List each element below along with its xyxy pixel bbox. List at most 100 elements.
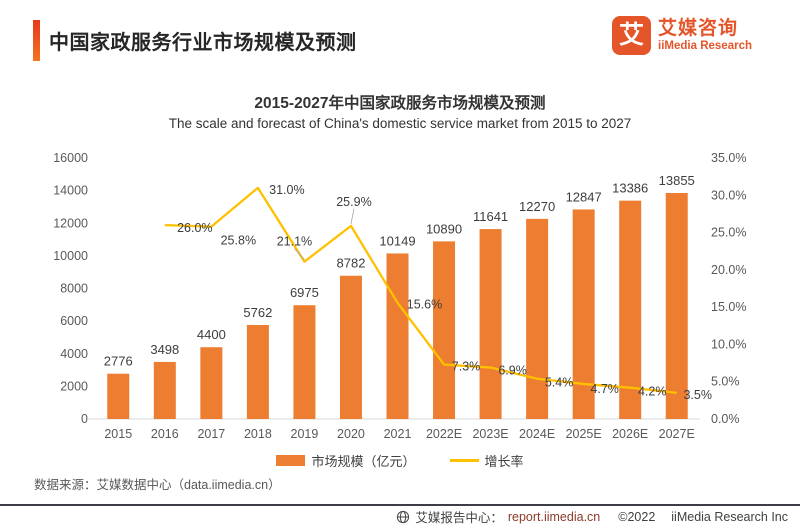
svg-text:5762: 5762 [243,305,272,320]
svg-text:25.0%: 25.0% [711,226,746,240]
svg-text:5.4%: 5.4% [545,376,574,390]
bar-2021 [386,253,409,419]
svg-text:2019: 2019 [291,427,319,441]
svg-text:3498: 3498 [150,342,179,357]
chart-title: 2015-2027年中国家政服务市场规模及预测 [254,95,546,112]
svg-text:2015: 2015 [104,427,132,441]
svg-text:13386: 13386 [612,181,648,196]
svg-text:35.0%: 35.0% [711,151,746,165]
svg-text:0: 0 [81,412,88,426]
iimedia-logo: 艾 艾媒咨询 iiMedia Research [612,16,752,55]
footer-report-label: 艾媒报告中心： [415,511,503,525]
bar-2015 [107,373,130,419]
svg-text:2016: 2016 [151,427,179,441]
svg-text:2017: 2017 [197,427,225,441]
svg-text:6000: 6000 [60,314,88,328]
svg-text:10.0%: 10.0% [711,337,746,351]
svg-text:2025E: 2025E [566,427,602,441]
svg-text:10000: 10000 [53,249,88,263]
bar-2026E [619,200,642,419]
bar-2020 [339,275,362,419]
svg-text:20.0%: 20.0% [711,263,746,277]
footer-bar: 艾媒报告中心： report.iimedia.cn ©2022 iiMedia … [396,507,788,526]
growth-line-series [164,186,677,395]
svg-text:12270: 12270 [519,199,555,214]
svg-text:15.6%: 15.6% [407,298,442,312]
svg-text:4.2%: 4.2% [638,385,667,399]
svg-text:3.5%: 3.5% [683,388,712,402]
svg-text:12847: 12847 [566,189,602,204]
x-axis-category-labels: 2015 2016 2017 2018 2019 2020 2021 2022E 2023E 20… [104,427,694,441]
market-scale-chart: 0 2000 4000 6000 8000 10000 12000 14000 16000 0.0… [53,151,746,441]
svg-text:2021: 2021 [384,427,412,441]
svg-text:15.0%: 15.0% [711,300,746,314]
svg-text:10149: 10149 [379,233,415,248]
svg-text:0.0%: 0.0% [711,412,740,426]
bar-series [107,192,688,419]
page-header: 中国家政服务行业市场规模及预测 艾 艾媒咨询 iiMedia Research [33,16,770,64]
svg-text:7.3%: 7.3% [452,360,481,374]
svg-text:10890: 10890 [426,221,462,236]
svg-text:13855: 13855 [659,173,695,188]
bar-2023E [479,229,502,419]
svg-text:25.8%: 25.8% [221,234,256,248]
svg-text:31.0%: 31.0% [269,183,304,197]
logo-name-cn: 艾媒咨询 [658,17,739,39]
svg-text:6.9%: 6.9% [498,364,527,378]
svg-text:8000: 8000 [60,282,88,296]
bar-2027E [665,192,688,419]
svg-text:21.1%: 21.1% [277,235,312,249]
bar-2018 [246,325,269,419]
bar-series-swatch [276,455,306,466]
bar-2025E [572,209,595,419]
chart-subtitle: The scale and forecast of China's domest… [168,116,632,131]
chart-legend: 市场规模（亿元） 增长率 [0,451,800,470]
globe-icon [396,510,410,524]
svg-text:2776: 2776 [104,354,133,369]
bar-2019 [293,305,316,419]
svg-text:4.7%: 4.7% [590,382,619,396]
footer-company: iiMedia Research Inc [671,509,788,524]
axis-tick-labels: 0 2000 4000 6000 8000 10000 12000 14000 16000 0.0… [53,151,746,426]
svg-text:2026E: 2026E [612,427,648,441]
legend-item-growth-rate: 增长率 [449,451,524,470]
footer-divider [0,504,800,506]
footer-copyright: ©2022 [618,509,656,524]
svg-text:5.0%: 5.0% [711,375,740,389]
legend-item-market-scale: 市场规模（亿元） [276,451,416,470]
footer-report-url[interactable]: report.iimedia.cn [507,509,601,524]
iimedia-logo-icon: 艾 [612,16,652,55]
bar-2016 [153,361,176,419]
percent-leader-lines [294,208,355,260]
bar-2017 [200,347,223,419]
svg-text:4400: 4400 [197,327,226,342]
svg-text:6975: 6975 [290,285,319,300]
svg-text:2024E: 2024E [519,427,555,441]
svg-text:2023E: 2023E [472,427,508,441]
svg-text:30.0%: 30.0% [711,188,746,202]
bar-2024E [526,218,549,419]
svg-text:8782: 8782 [337,256,366,271]
bar-2022E [433,241,456,419]
data-source-note: 数据来源：艾媒数据中心（data.iimedia.cn） [34,478,281,492]
svg-text:4000: 4000 [60,347,88,361]
bar-value-labels: 2776 3498 4400 5762 6975 8782 10149 10890 11641 1… [104,173,695,369]
page-title: 中国家政服务行业市场规模及预测 [49,31,357,54]
svg-text:2022E: 2022E [426,427,462,441]
legend-label-market-scale: 市场规模（亿元） [311,454,416,469]
svg-text:2027E: 2027E [659,427,695,441]
svg-text:2000: 2000 [60,379,88,393]
svg-text:26.0%: 26.0% [177,221,212,235]
svg-text:2018: 2018 [244,427,272,441]
title-accent-bar [33,19,40,61]
line-series-swatch [449,459,479,462]
svg-text:12000: 12000 [53,216,88,230]
svg-text:11641: 11641 [473,209,508,224]
logo-name-en: iiMedia Research [658,39,752,52]
svg-text:2020: 2020 [337,427,365,441]
growth-percent-labels: 26.0% 25.8% 31.0% 21.1% 25.9% 15.6% 7.3% 6.9% 5.… [177,183,712,402]
svg-text:14000: 14000 [53,184,88,198]
svg-text:16000: 16000 [53,151,88,165]
svg-text:25.9%: 25.9% [336,195,371,209]
legend-label-growth-rate: 增长率 [484,454,524,469]
